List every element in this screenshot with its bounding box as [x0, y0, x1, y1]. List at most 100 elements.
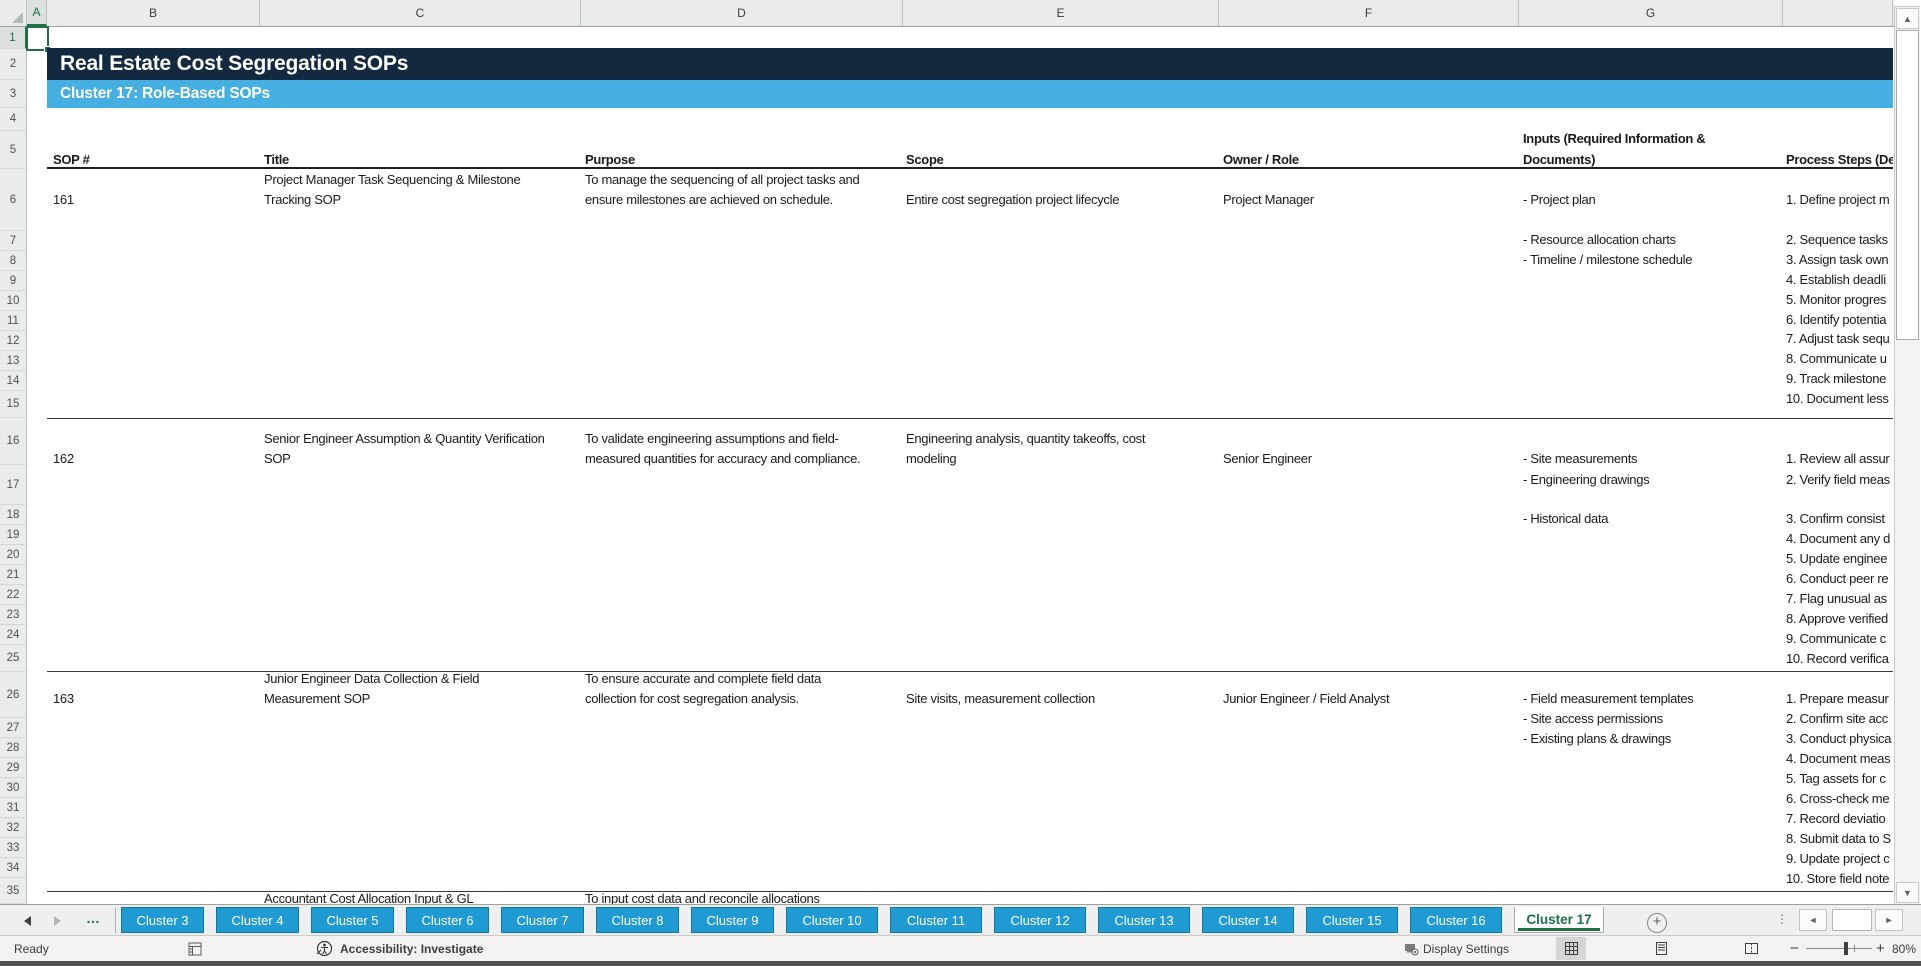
cell-process-step[interactable]: 3. Conduct physica	[1786, 731, 1892, 746]
cell-process-step[interactable]: 6. Identify potentia	[1786, 312, 1887, 327]
scroll-down-button[interactable]: ▼	[1896, 882, 1919, 903]
row-header-29[interactable]: 29	[0, 758, 27, 778]
row-header-4[interactable]: 4	[0, 108, 27, 131]
row-header-25[interactable]: 25	[0, 645, 27, 672]
page-break-preview-button[interactable]	[1736, 937, 1766, 960]
sheet-tab-cluster-16[interactable]: Cluster 16	[1410, 907, 1502, 933]
row-header-26[interactable]: 26	[0, 672, 27, 718]
hscroll-left-button[interactable]: ◄	[1799, 909, 1827, 931]
cell-process-step[interactable]: 2. Confirm site acc	[1786, 711, 1888, 726]
cell-process-step[interactable]: 8. Approve verified	[1786, 611, 1888, 626]
active-cell-a1[interactable]	[26, 26, 49, 51]
macro-record-icon[interactable]	[188, 936, 202, 961]
zoom-in-button[interactable]: +	[1876, 940, 1885, 957]
cell-input-item[interactable]: - Site measurements	[1523, 451, 1638, 466]
display-settings-button[interactable]: Display Settings	[1423, 941, 1510, 956]
vertical-scrollbar[interactable]: ▲ ▼	[1894, 6, 1920, 904]
cell-input-item[interactable]: - Historical data	[1523, 511, 1609, 526]
row-header-31[interactable]: 31	[0, 798, 27, 818]
cell-owner[interactable]: Junior Engineer / Field Analyst	[1223, 691, 1390, 706]
row-header-12[interactable]: 12	[0, 331, 27, 351]
sheet-tab-cluster-3[interactable]: Cluster 3	[121, 907, 204, 933]
cell-process-step[interactable]: 4. Document any d	[1786, 531, 1891, 546]
cell-owner[interactable]: Project Manager	[1223, 192, 1314, 207]
row-header-14[interactable]: 14	[0, 371, 27, 391]
cell-scope[interactable]: Engineering analysis, quantity takeoffs,…	[906, 431, 1146, 446]
cell-process-step[interactable]: 2. Verify field meas	[1786, 472, 1890, 487]
row-header-23[interactable]: 23	[0, 605, 27, 625]
column-header-C[interactable]: C	[260, 0, 581, 26]
zoom-slider-thumb[interactable]	[1844, 942, 1848, 955]
header-steps[interactable]: Process Steps (De	[1786, 152, 1893, 167]
cell-input-item[interactable]: - Engineering drawings	[1523, 472, 1650, 487]
cell-scope[interactable]: Site visits, measurement collection	[906, 691, 1095, 706]
sheet-tab-cluster-11[interactable]: Cluster 11	[890, 907, 982, 933]
hidden-tabs-indicator[interactable]: …	[86, 910, 101, 926]
row-header-6[interactable]: 6	[0, 169, 27, 231]
row-header-27[interactable]: 27	[0, 718, 27, 738]
row-header-15[interactable]: 15	[0, 391, 27, 418]
sheet-tab-cluster-5[interactable]: Cluster 5	[311, 907, 394, 933]
cell-title-partial[interactable]: Accountant Cost Allocation Input & GL	[264, 891, 474, 906]
cell-title[interactable]: SOP	[264, 451, 291, 466]
sheet-tab-cluster-13[interactable]: Cluster 13	[1098, 907, 1190, 933]
tab-options-kebab-icon[interactable]: ⋮	[1776, 912, 1788, 926]
cell-purpose[interactable]: To manage the sequencing of all project …	[585, 172, 860, 187]
row-header-1[interactable]: 1	[0, 27, 27, 49]
cell-process-step[interactable]: 4. Document meas	[1786, 751, 1891, 766]
cell-input-item[interactable]: - Existing plans & drawings	[1523, 731, 1671, 746]
sheet-tab-cluster-14[interactable]: Cluster 14	[1202, 907, 1294, 933]
cell-sop-number[interactable]: 162	[53, 451, 74, 466]
cell-process-step[interactable]: 2. Sequence tasks	[1786, 232, 1888, 247]
cell-purpose[interactable]: To ensure accurate and complete field da…	[585, 671, 822, 686]
cell-input-item[interactable]: - Project plan	[1523, 192, 1596, 207]
cell-process-step[interactable]: 10. Store field note	[1786, 871, 1890, 886]
row-header-10[interactable]: 10	[0, 291, 27, 311]
row-header-34[interactable]: 34	[0, 858, 27, 878]
cell-process-step[interactable]: 5. Update enginee	[1786, 551, 1888, 566]
cell-sop-number[interactable]: 163	[53, 691, 74, 706]
tab-scroll-left-icon[interactable]	[24, 916, 31, 926]
zoom-level[interactable]: 80%	[1892, 941, 1917, 956]
cell-process-step[interactable]: 6. Conduct peer re	[1786, 571, 1889, 586]
select-all-button[interactable]	[0, 0, 27, 26]
new-sheet-button[interactable]: +	[1647, 913, 1667, 933]
cell-purpose[interactable]: ensure milestones are achieved on schedu…	[585, 192, 833, 207]
row-header-8[interactable]: 8	[0, 251, 27, 271]
header-inputs[interactable]: Documents)	[1523, 152, 1596, 167]
cell-process-step[interactable]: 4. Establish deadli	[1786, 272, 1886, 287]
row-header-18[interactable]: 18	[0, 505, 27, 525]
cell-purpose-partial[interactable]: To input cost data and reconcile allocat…	[585, 891, 820, 906]
normal-view-button[interactable]	[1556, 937, 1586, 960]
cell-title[interactable]: Senior Engineer Assumption & Quantity Ve…	[264, 431, 545, 446]
row-header-28[interactable]: 28	[0, 738, 27, 758]
status-mode[interactable]: Ready	[14, 941, 49, 956]
cell-purpose[interactable]: To validate engineering assumptions and …	[585, 431, 839, 446]
cell-input-item[interactable]: - Timeline / milestone schedule	[1523, 252, 1693, 267]
column-header-E[interactable]: E	[903, 0, 1219, 26]
row-header-7[interactable]: 7	[0, 231, 27, 251]
column-header-partial[interactable]	[1783, 0, 1893, 26]
cell-title[interactable]: Junior Engineer Data Collection & Field	[264, 671, 480, 686]
cell-process-step[interactable]: 5. Monitor progres	[1786, 292, 1887, 307]
row-header-17[interactable]: 17	[0, 465, 27, 505]
cell-purpose[interactable]: measured quantities for accuracy and com…	[585, 451, 861, 466]
row-header-19[interactable]: 19	[0, 525, 27, 545]
cell-process-step[interactable]: 9. Track milestone	[1786, 371, 1887, 386]
page-layout-view-button[interactable]	[1646, 937, 1676, 960]
scroll-up-button[interactable]: ▲	[1896, 8, 1919, 29]
header-scope[interactable]: Scope	[906, 152, 944, 167]
cell-process-step[interactable]: 8. Submit data to S	[1786, 831, 1891, 846]
sheet-tab-cluster-15[interactable]: Cluster 15	[1306, 907, 1398, 933]
cell-process-step[interactable]: 9. Communicate c	[1786, 631, 1886, 646]
row-header-24[interactable]: 24	[0, 625, 27, 645]
sheet-tab-cluster-9[interactable]: Cluster 9	[691, 907, 774, 933]
sheet-tab-cluster-17[interactable]: Cluster 17	[1514, 907, 1604, 933]
column-header-A[interactable]: A	[27, 0, 47, 26]
cell-owner[interactable]: Senior Engineer	[1223, 451, 1312, 466]
row-header-5[interactable]: 5	[0, 131, 27, 169]
column-header-F[interactable]: F	[1219, 0, 1519, 26]
column-header-D[interactable]: D	[581, 0, 903, 26]
cell-process-step[interactable]: 1. Define project m	[1786, 192, 1890, 207]
horizontal-scroll-thumb[interactable]	[1832, 909, 1872, 931]
